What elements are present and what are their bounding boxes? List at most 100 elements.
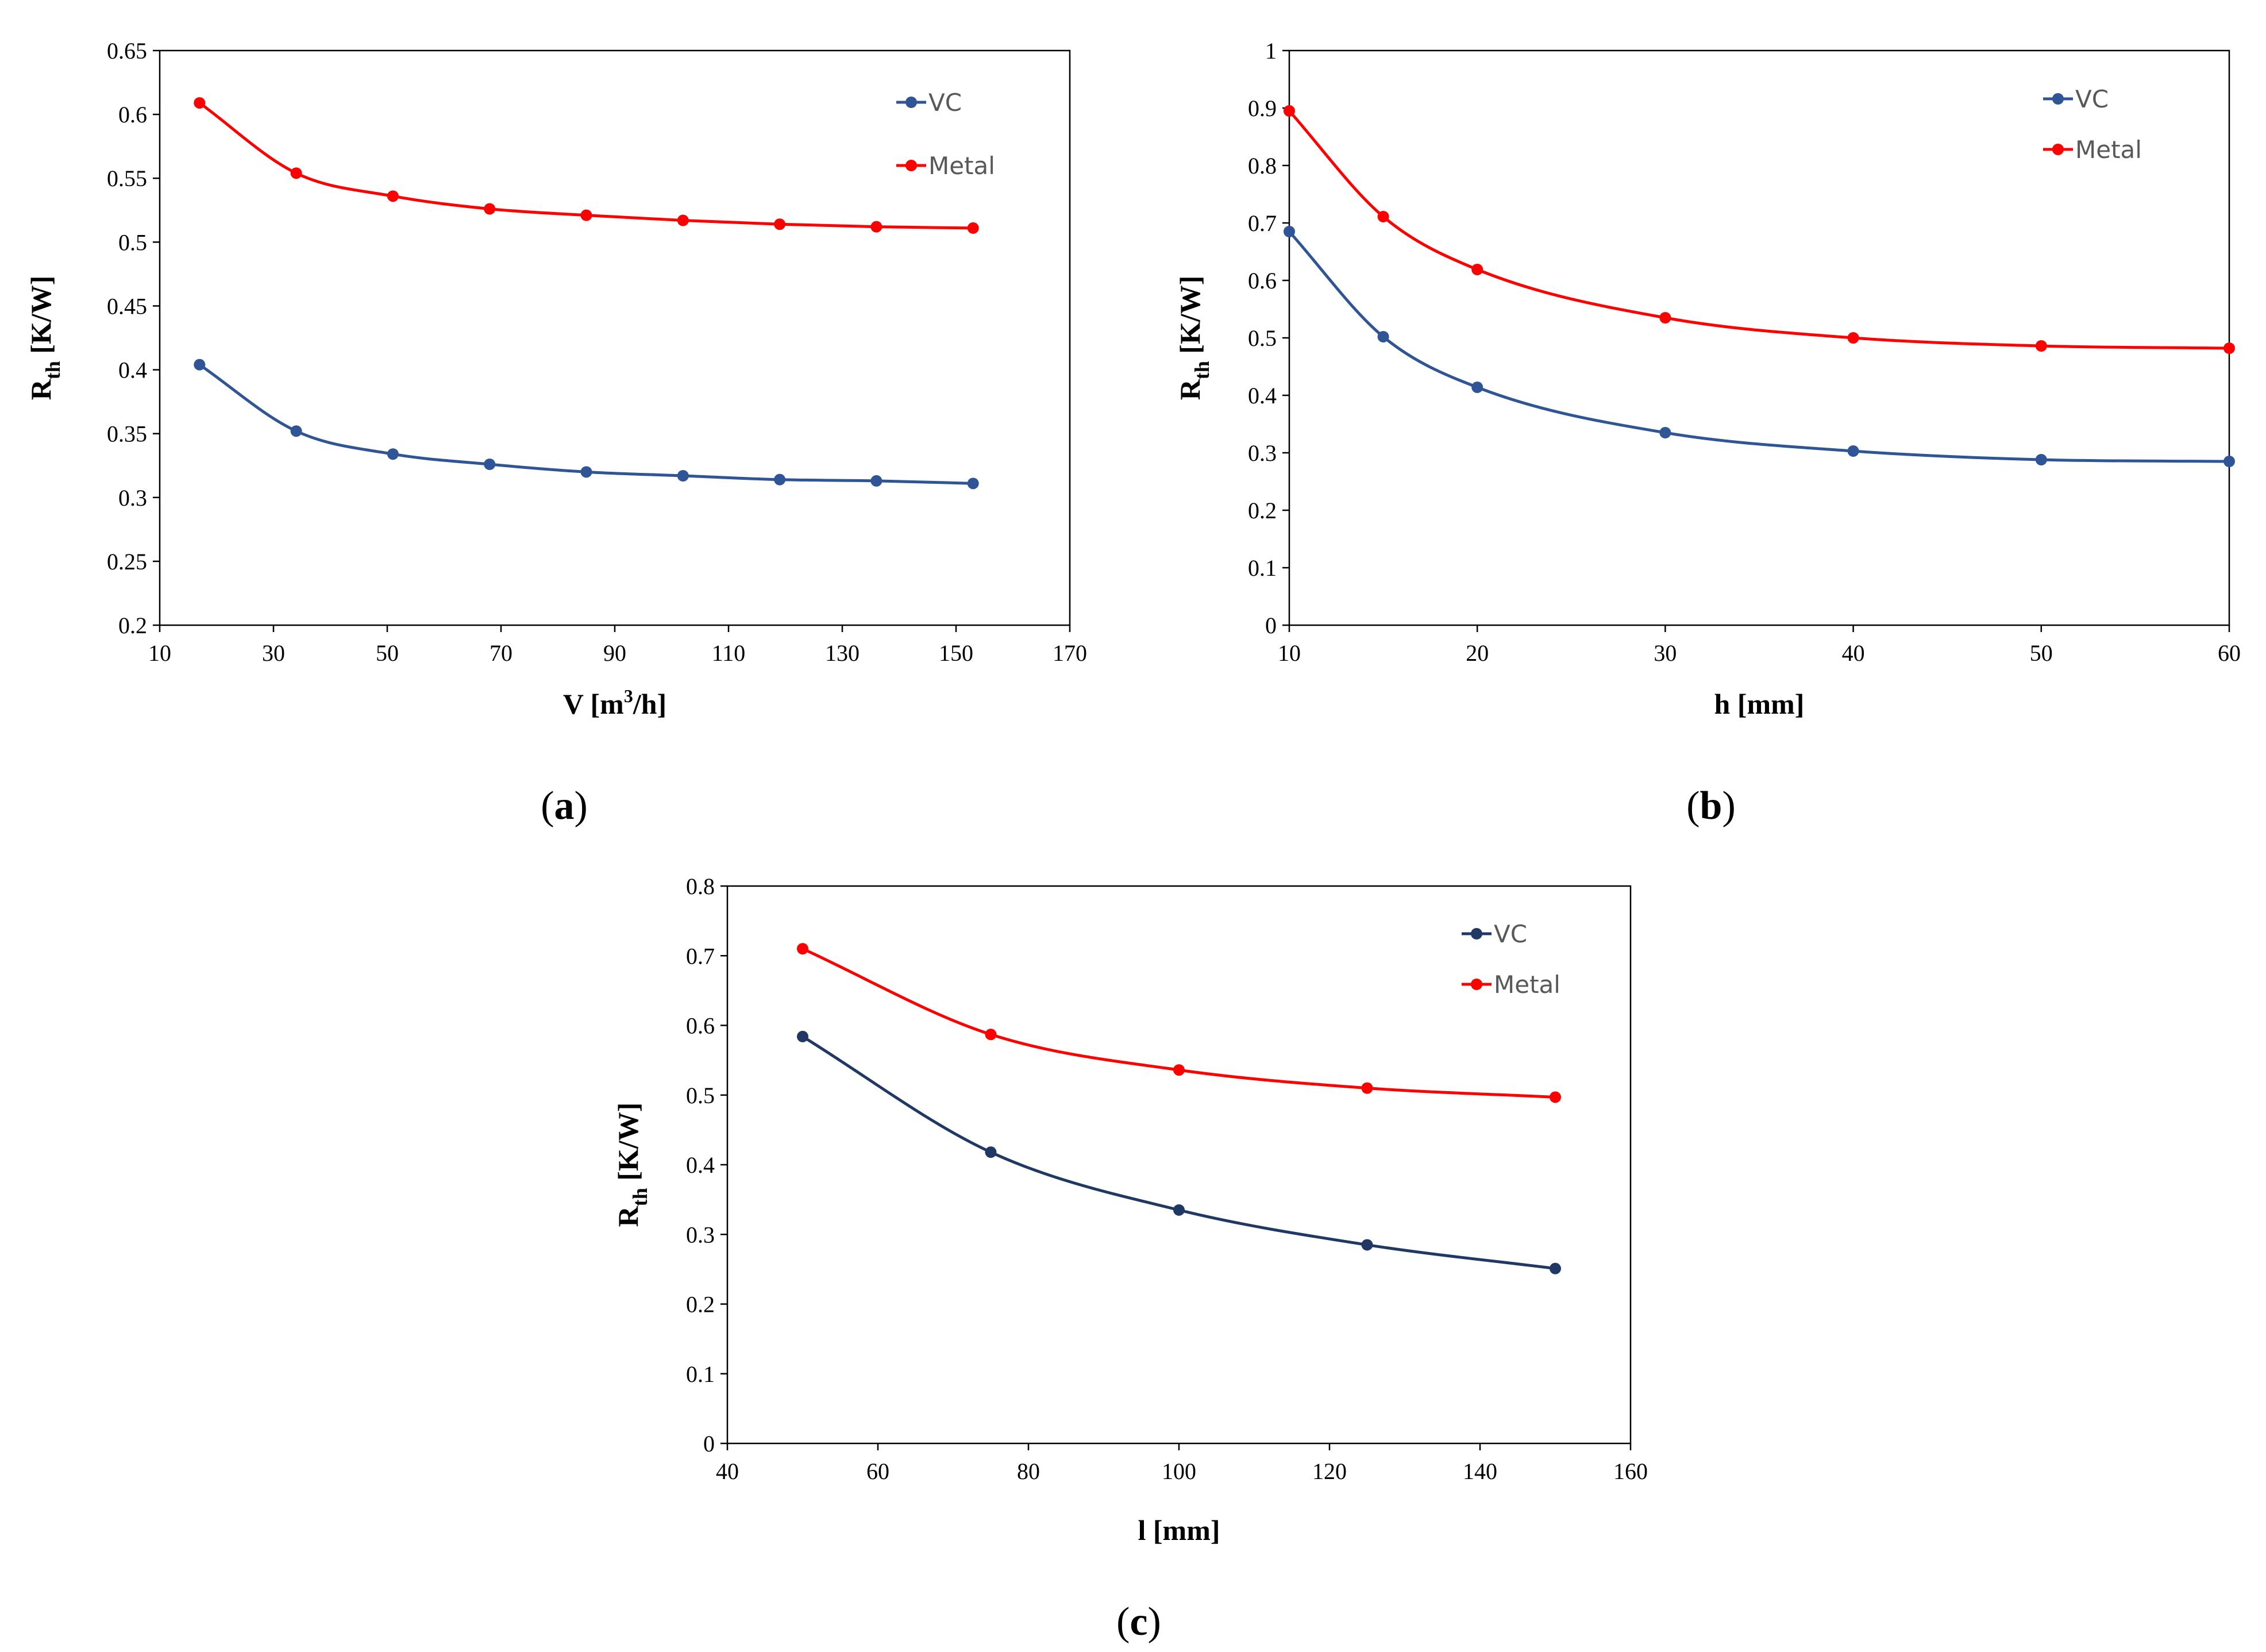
data-point bbox=[1659, 312, 1671, 324]
x-tick-label: 130 bbox=[825, 640, 860, 666]
data-point bbox=[1847, 445, 1859, 457]
panel-label-letter: a bbox=[554, 784, 575, 828]
data-point bbox=[985, 1146, 997, 1158]
panel-label: (b) bbox=[1686, 784, 1736, 828]
legend-marker bbox=[1471, 979, 1482, 990]
chart-c: 0 0.1 0.2 0.3 0.4 0.5 0.6 0.7 0.8 40 60 80 100 120 140… bbox=[612, 873, 1648, 1644]
data-point bbox=[2223, 342, 2235, 354]
data-point bbox=[967, 477, 979, 490]
y-axis-title-main: R bbox=[1174, 379, 1206, 400]
data-point bbox=[677, 214, 689, 226]
panel-label-letter: c bbox=[1130, 1600, 1147, 1644]
y-tick-label: 0 bbox=[1265, 613, 1277, 638]
y-tick-label: 0.4 bbox=[1248, 383, 1277, 409]
y-tick-label: 0.4 bbox=[118, 357, 147, 383]
data-point bbox=[1377, 211, 1389, 222]
legend-marker bbox=[2052, 144, 2064, 155]
data-point bbox=[774, 218, 786, 230]
chart-a: 0.2 0.25 0.3 0.35 0.4 0.45 0.5 0.55 0.6 0.65 10 30 5… bbox=[25, 38, 1087, 828]
data-point bbox=[290, 425, 302, 437]
series-line bbox=[198, 363, 973, 485]
legend-marker bbox=[905, 160, 917, 171]
y-tick-label: 0.2 bbox=[1248, 498, 1277, 523]
y-tick-label: 0.55 bbox=[107, 165, 147, 191]
y-axis-title-main: R bbox=[25, 379, 57, 400]
y-tick-label: 0.5 bbox=[1248, 325, 1277, 351]
x-tick-label: 30 bbox=[1654, 640, 1677, 666]
y-tick-label: 0.4 bbox=[686, 1152, 715, 1178]
panel-label-close: ) bbox=[1722, 784, 1735, 828]
y-axis-title: Rth [K/W] bbox=[1174, 276, 1213, 401]
y-tick-label: 0.6 bbox=[686, 1013, 715, 1039]
legend-label: VC bbox=[2075, 85, 2109, 113]
series-line bbox=[198, 102, 973, 230]
data-point bbox=[774, 473, 786, 486]
y-tick-label: 0.3 bbox=[1248, 440, 1277, 466]
y-tick-label: 0.2 bbox=[686, 1292, 715, 1318]
x-tick-label: 10 bbox=[148, 640, 171, 666]
series-vc bbox=[194, 359, 979, 490]
x-tick-label: 40 bbox=[716, 1458, 739, 1484]
x-tick-label: 110 bbox=[712, 640, 746, 666]
series-metal bbox=[1284, 105, 2235, 354]
legend-marker bbox=[905, 97, 917, 108]
y-tick-label: 0.5 bbox=[686, 1083, 715, 1108]
panel-label-close: ) bbox=[1148, 1600, 1161, 1644]
panel-label-open: ( bbox=[541, 784, 554, 828]
x-tick-label: 90 bbox=[603, 640, 626, 666]
data-point bbox=[967, 222, 979, 234]
data-point bbox=[2035, 454, 2047, 465]
data-point bbox=[2035, 340, 2047, 352]
data-point bbox=[1550, 1091, 1561, 1103]
y-tick-label: 0.3 bbox=[118, 485, 147, 511]
x-tick-label: 10 bbox=[1278, 640, 1301, 666]
x-axis-title: l [mm] bbox=[1138, 1514, 1220, 1546]
data-point bbox=[1659, 427, 1671, 438]
legend-item-metal: Metal bbox=[2043, 136, 2142, 164]
legend-marker bbox=[1471, 928, 1482, 939]
x-axis-title-main: V [m bbox=[563, 688, 624, 720]
data-point bbox=[985, 1029, 997, 1041]
y-axis-title-sub: th bbox=[629, 1188, 652, 1206]
series-metal bbox=[194, 97, 979, 234]
y-axis-title: Rth [K/W] bbox=[25, 276, 64, 401]
y-axis-title-main: R bbox=[612, 1206, 644, 1227]
legend-item-vc: VC bbox=[1462, 920, 1527, 948]
data-point bbox=[1284, 226, 1295, 237]
y-tick-label: 0 bbox=[703, 1431, 715, 1457]
legend-item-vc: VC bbox=[896, 88, 962, 117]
data-point bbox=[1361, 1239, 1373, 1251]
panel-label-letter: b bbox=[1700, 784, 1722, 828]
data-point bbox=[290, 167, 302, 179]
data-point bbox=[1471, 382, 1483, 393]
data-point bbox=[2223, 456, 2235, 467]
legend-item-metal: Metal bbox=[1462, 971, 1560, 999]
y-axis-title-sub: th bbox=[1190, 361, 1213, 379]
data-point bbox=[797, 943, 808, 955]
data-point bbox=[870, 221, 882, 233]
data-point bbox=[580, 466, 592, 478]
y-tick-label: 0.25 bbox=[107, 549, 147, 575]
data-point bbox=[484, 203, 496, 215]
y-axis-title-tail: [K/W] bbox=[25, 276, 57, 361]
x-tick-label: 40 bbox=[1842, 640, 1865, 666]
y-axis-title-sub: th bbox=[41, 361, 64, 379]
data-point bbox=[1377, 331, 1389, 342]
data-point bbox=[1550, 1262, 1561, 1274]
x-tick-label: 140 bbox=[1463, 1458, 1497, 1484]
data-point bbox=[387, 448, 399, 460]
y-axis-title: Rth [K/W] bbox=[612, 1103, 652, 1227]
x-tick-label: 150 bbox=[939, 640, 973, 666]
data-point bbox=[484, 459, 496, 470]
x-tick-label: 60 bbox=[2218, 640, 2241, 666]
series-metal bbox=[797, 943, 1561, 1103]
y-tick-label: 0.8 bbox=[686, 873, 715, 899]
data-point bbox=[1361, 1082, 1373, 1094]
data-point bbox=[194, 97, 206, 109]
x-tick-label: 50 bbox=[2030, 640, 2053, 666]
panel-label-open: ( bbox=[1686, 784, 1700, 828]
legend-label: Metal bbox=[1494, 971, 1560, 999]
x-axis-title-sup: 3 bbox=[624, 686, 633, 706]
chart-b: 0 0.1 0.2 0.3 0.4 0.5 0.6 0.7 0.8 0.9 1 10 20 30 40 50 6… bbox=[1174, 38, 2241, 828]
